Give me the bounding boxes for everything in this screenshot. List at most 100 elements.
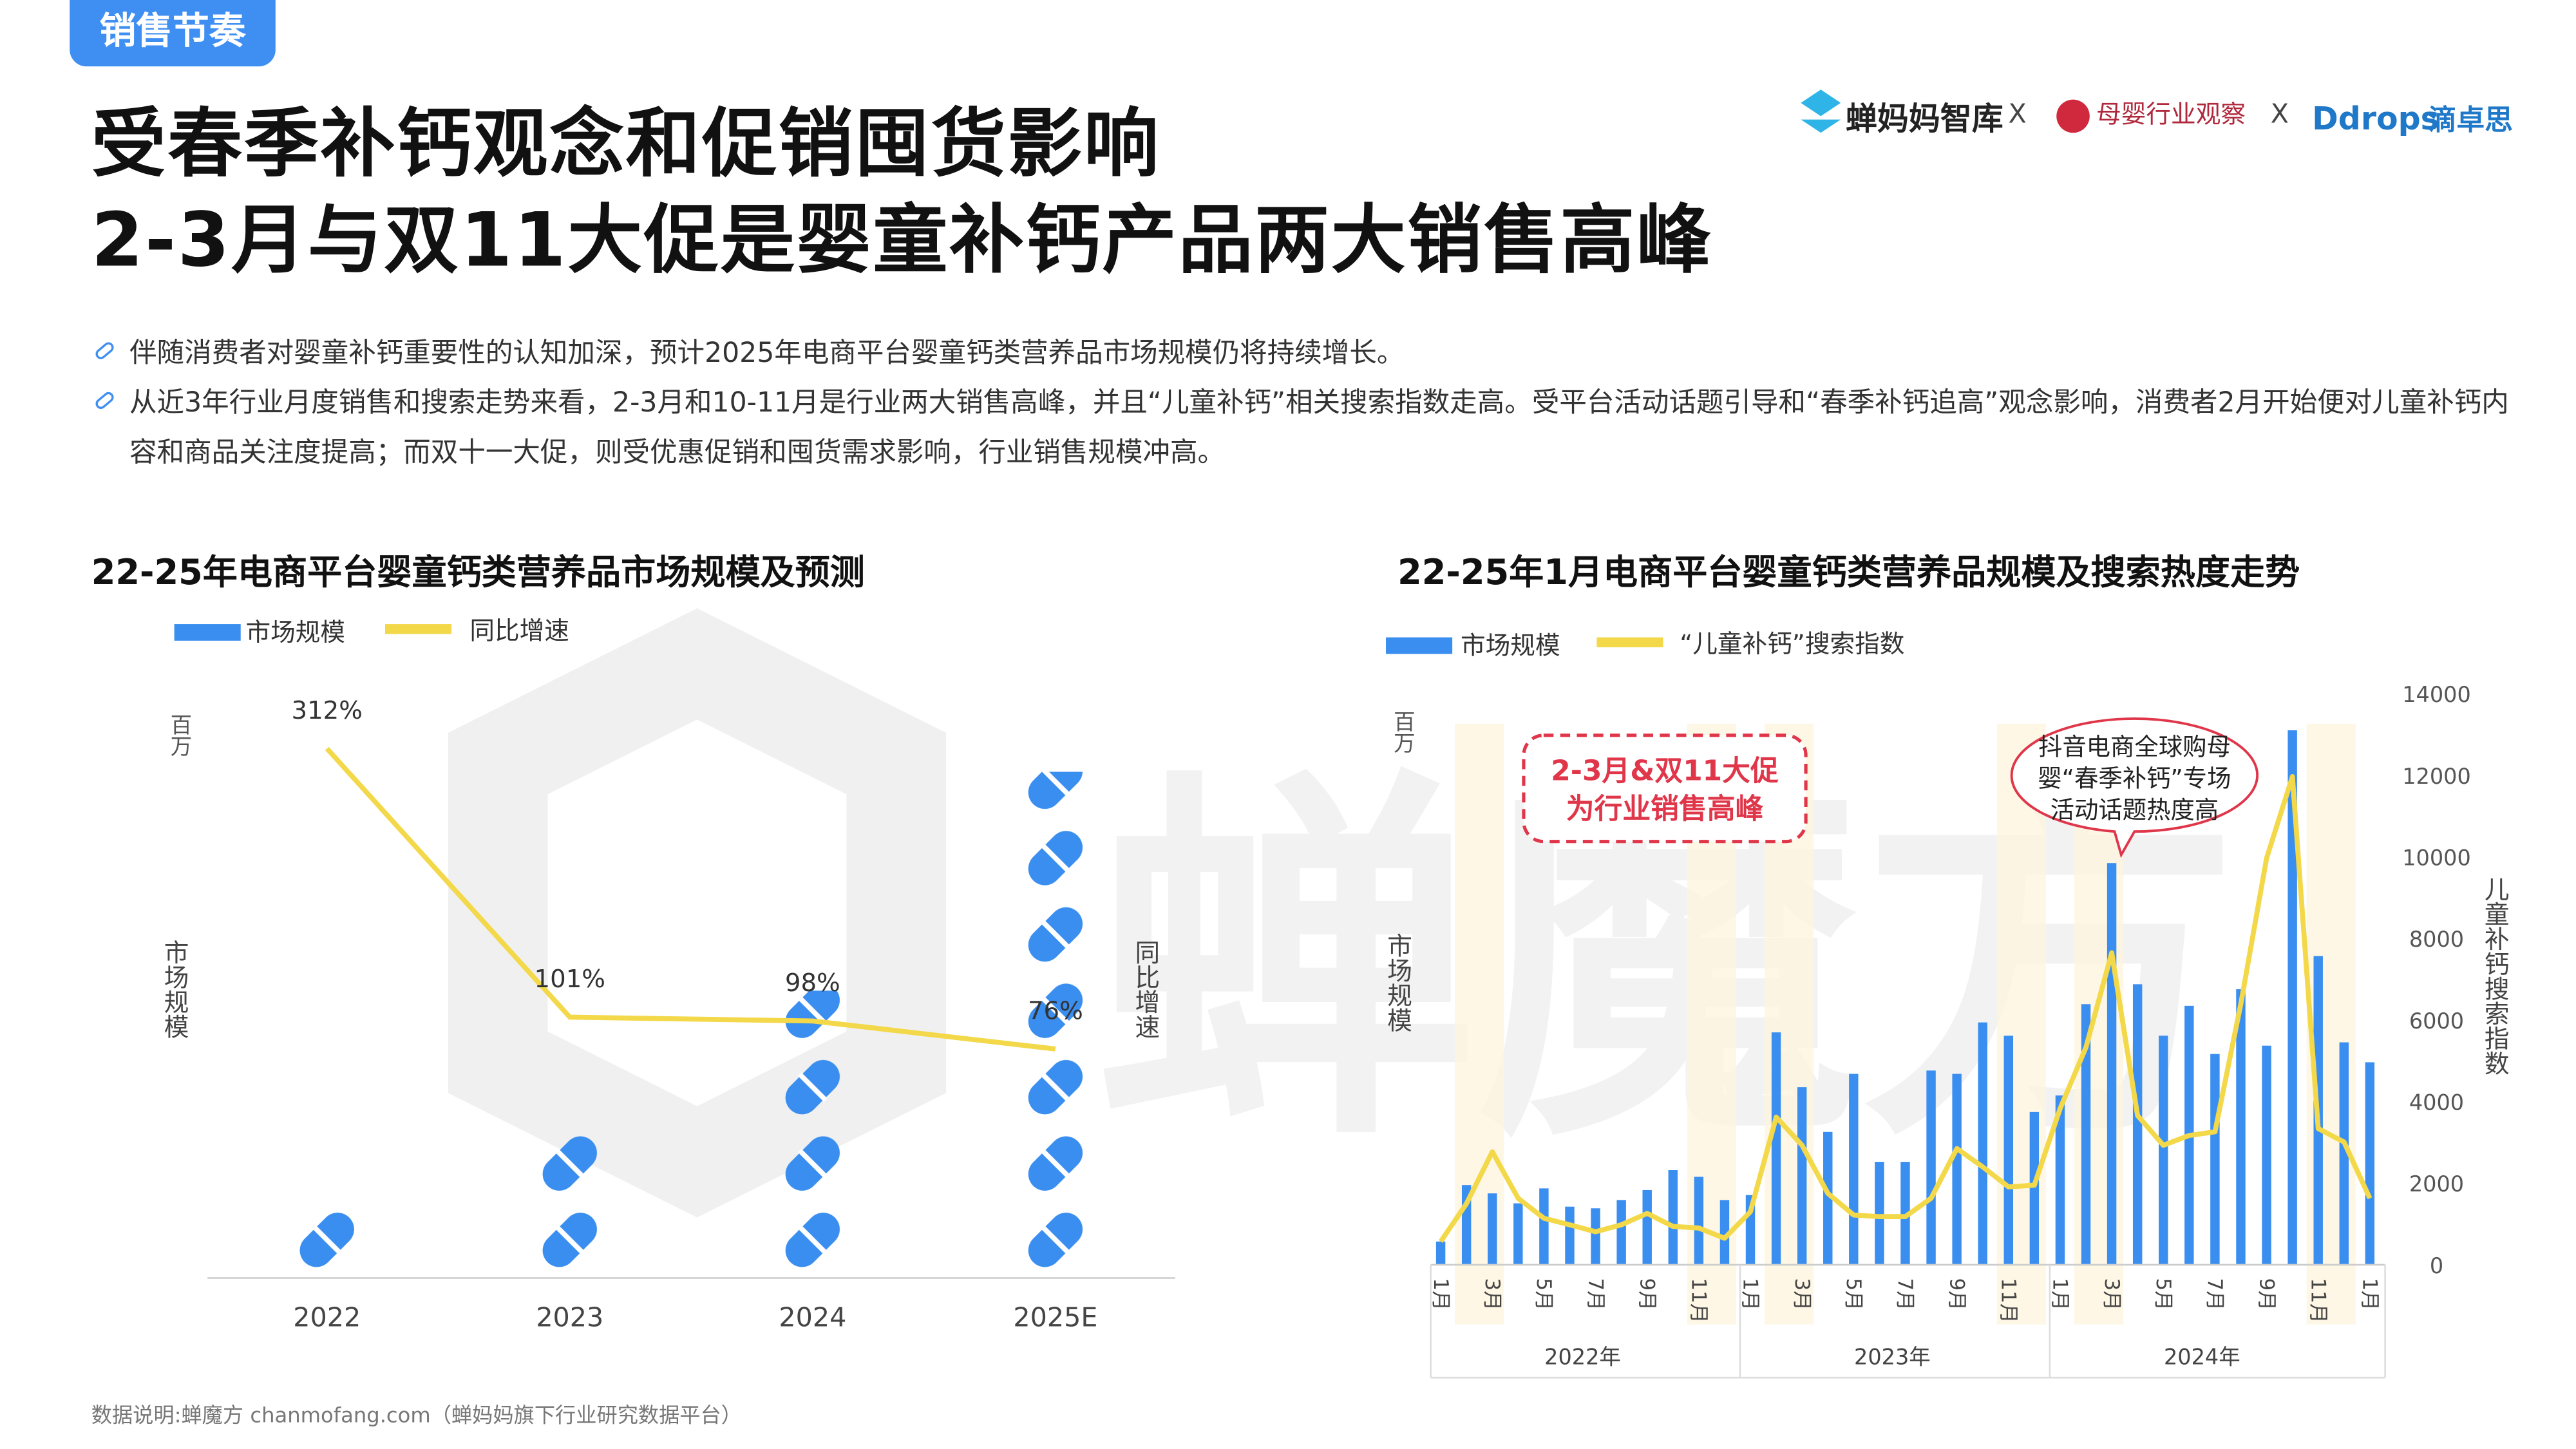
tag: 销售节奏 [70,0,276,67]
legend-swatch [174,624,241,641]
x-tick-label: 3月 [2100,1278,2123,1311]
bar [1694,1177,1704,1265]
bullet: 伴随消费者对婴童补钙重要性的认知加深，预计2025年电商平台婴童钙类营养品市场规… [129,337,1405,369]
y2-tick-label: 8000 [2409,927,2464,952]
bar [289,1208,366,1278]
title-line: 2-3月与双11大促是婴童补钙产品两大销售高峰 [91,196,1713,284]
bar [2339,1042,2349,1265]
y2-tick-label: 4000 [2409,1090,2464,1115]
x-tick-label: 1月 [2049,1278,2072,1311]
bar [2081,1004,2091,1265]
bullet-icon [95,342,114,359]
legend-label: 同比增速 [469,616,569,645]
x-tick-label: 5月 [1842,1278,1865,1311]
bar [1642,1189,1652,1265]
bar [2365,1062,2375,1265]
y2-tick-label: 12000 [2402,764,2471,789]
x-tick-label: 1月 [2358,1278,2382,1311]
bar [2107,863,2117,1265]
legend-label: 市场规模 [245,618,345,647]
chart-title: 22-25年电商平台婴童钙类营养品市场规模及预测 [91,552,865,592]
x-tick-label: 5月 [2152,1278,2175,1311]
logo-icon [1801,90,1841,133]
legend-swatch [1596,637,1663,648]
x-tick-label: 9月 [2255,1278,2278,1311]
bar [2262,1045,2271,1265]
y2-tick-label: 14000 [2402,682,2471,707]
x-tick-label: 7月 [2203,1278,2226,1311]
y2-tick-label: 0 [2430,1253,2443,1278]
y-axis-label: 市场规模 [160,940,189,1039]
bar [1488,1193,1497,1265]
legend-swatch [1386,637,1453,654]
x-tick-label: 9月 [1945,1278,1968,1311]
bullet-icon [95,392,114,409]
title: 受春季补钙观念和促销囤货影响 2-3月与双11大促是婴童补钙产品两大销售高峰 [91,96,1713,289]
x-tick-label: 2024 [779,1302,846,1332]
annotation-text: 活动话题热度高 [2050,796,2219,824]
annotation-text: 婴“春季补钙”专场 [2038,764,2231,793]
line [1438,774,2372,1243]
bar [1978,1022,1987,1265]
year-label: 2023年 [1854,1345,1931,1370]
bar [774,990,851,1278]
legend-label: 市场规模 [1461,631,1560,660]
bar [2055,1095,2065,1265]
logo-ddrops-cn: 滴卓思 [2429,104,2513,137]
axis-unit: 百万 [167,714,192,757]
x-tick-label: 2023 [536,1302,603,1332]
logo-sep: X [2271,99,2289,129]
bar [1565,1206,1575,1265]
bar [2236,989,2246,1265]
y2-tick-label: 10000 [2402,846,2471,871]
bar [1539,1188,1549,1265]
bar [1668,1170,1678,1265]
y2-axis-label: 同比增速 [1131,940,1160,1039]
footnote: 数据说明:蝉魔方 chanmofang.com（蝉妈妈旗下行业研究数据平台） [91,1402,743,1428]
bar [2159,1036,2168,1265]
x-tick-label: 7月 [1893,1278,1917,1311]
bar [1435,1241,1446,1265]
legend-label: “儿童补钙”搜索指数 [1680,630,1904,659]
bar [1719,1200,1730,1265]
x-tick-label: 7月 [1584,1278,1607,1311]
bar [1513,1203,1523,1265]
bar [1849,1074,1859,1265]
bar [1017,772,1094,1278]
year-label: 2024年 [2164,1345,2240,1370]
watermark-logo [448,608,947,1218]
axis-unit: 百万 [1390,710,1415,753]
data-label: 312% [291,696,362,725]
annotation-bubble [2010,717,2259,858]
x-tick-label: 11月 [2306,1278,2329,1323]
x-tick-label: 9月 [1635,1278,1658,1311]
logo-muying: 母婴行业观察 [2096,100,2246,129]
legend-swatch [384,624,452,634]
logo-sep: X [2009,99,2027,129]
bar [1875,1162,1884,1265]
bar [2003,1036,2014,1265]
bar [1823,1132,1833,1265]
data-label: 98% [785,969,840,998]
data-label: 76% [1028,996,1083,1025]
x-tick-label: 3月 [1481,1278,1504,1311]
bar [1797,1087,1807,1265]
x-tick-label: 2022 [293,1302,361,1332]
bar [1616,1200,1626,1265]
bar [1926,1070,1936,1265]
bar [1900,1162,1910,1265]
annotation-box [1522,734,1808,844]
bar [2029,1112,2040,1265]
year-label: 2022年 [1544,1345,1621,1370]
y2-axis-label: 儿童补钙搜索指数 [2480,876,2509,1076]
data-label: 101% [535,965,605,994]
bar [2210,1054,2220,1265]
bar [1591,1208,1600,1265]
title-line: 受春季补钙观念和促销囤货影响 [91,99,1160,188]
bullet: 从近3年行业月度销售和搜索走势来看，2-3月和10-11月是行业两大销售高峰，并… [129,386,2509,468]
x-tick-label: 11月 [1687,1278,1710,1323]
x-tick-label: 3月 [1790,1278,1814,1311]
chart-title: 22-25年1月电商平台婴童钙类营养品规模及搜索热度走势 [1397,552,2300,592]
